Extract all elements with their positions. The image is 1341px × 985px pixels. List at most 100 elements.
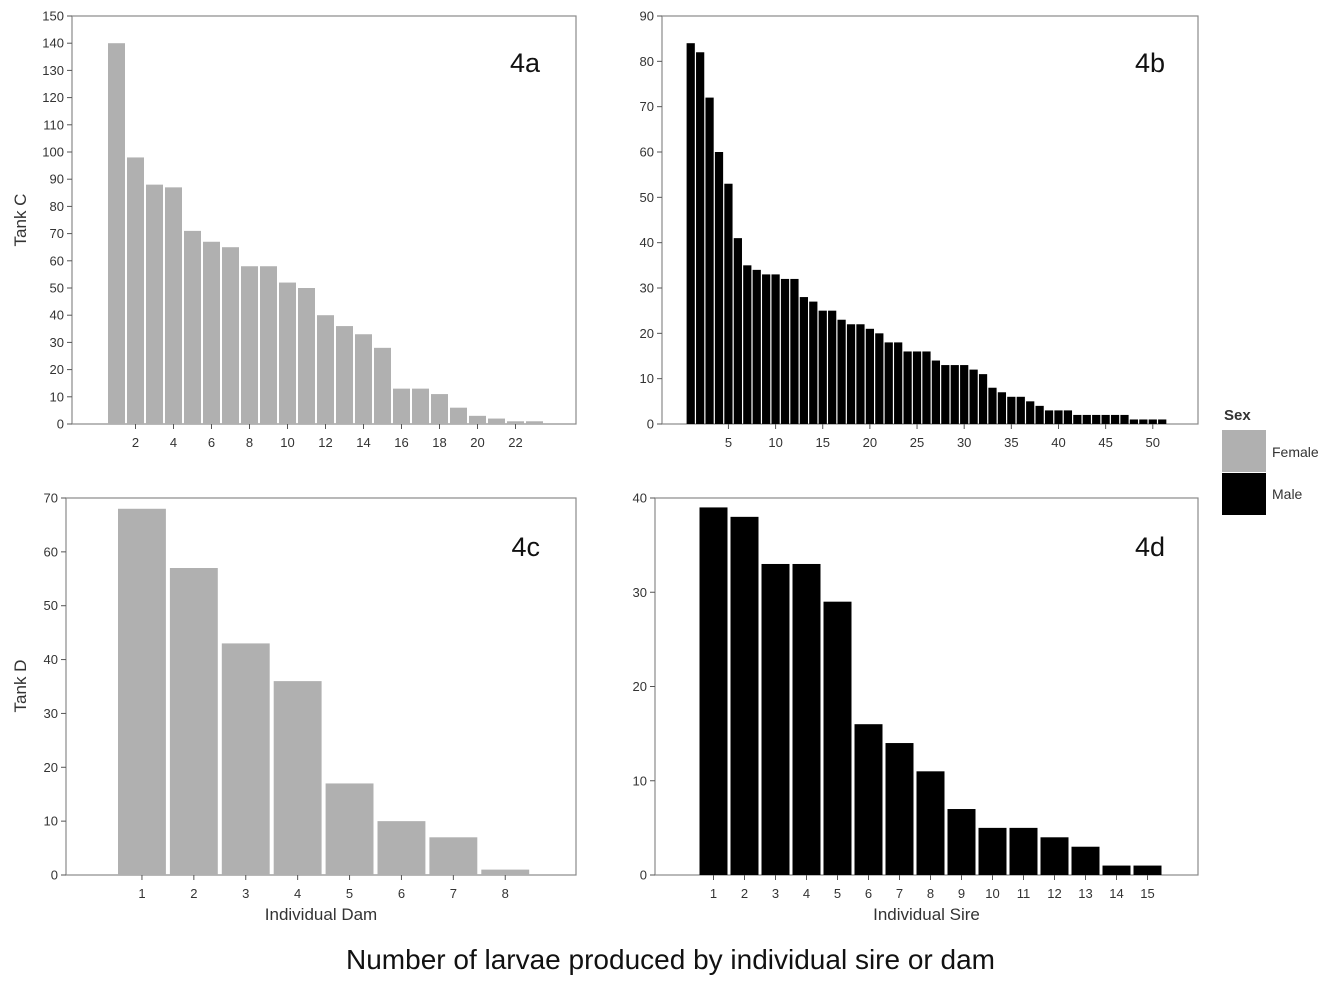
x-axis-title: Individual Dam [265,905,377,924]
bar [1129,419,1139,424]
y-tick-label: 20 [50,362,64,377]
bar [469,415,486,424]
y-tick-label: 10 [633,773,647,788]
bar [856,324,865,424]
bar [450,407,467,424]
bar [724,183,733,424]
x-tick-label: 10 [768,435,782,450]
bar [733,238,742,424]
bar [1044,410,1054,424]
bar [127,157,144,424]
panel-4b: 0 10 20 30 40 50 60 70 80 90 5 10 15 20 25 30 35 40 45 50 4b [640,9,1199,450]
bar [377,821,426,875]
bar [1133,865,1162,875]
y-tick-label: 50 [50,281,64,296]
bar [790,278,799,424]
y-tick-label: 70 [640,99,654,114]
x-tick-label: 18 [432,435,446,450]
y-tick-label: 60 [640,145,654,160]
panel-label: 4a [510,48,541,78]
x-tick-label: 16 [394,435,408,450]
bar [222,247,239,424]
bar [780,278,790,424]
y-tick-label: 10 [44,814,58,829]
bar [916,771,945,875]
bar [374,347,391,424]
x-tick-label: 22 [508,435,522,450]
x-tick-label: 8 [246,435,253,450]
bar [1007,396,1016,424]
bar [1139,419,1148,424]
bar [325,783,374,875]
x-tick-label: 14 [1109,886,1123,901]
bar [714,152,724,424]
bar [686,43,695,424]
bar [1035,405,1044,424]
bar [221,643,270,875]
y-tick-label: 20 [44,760,58,775]
y-tick-label: 30 [44,706,58,721]
y-tick-label: 20 [640,326,654,341]
bar [1073,414,1082,424]
y-tick-label: 80 [640,54,654,69]
bar [279,282,296,424]
bar [431,394,448,424]
bar [696,52,705,425]
bar [108,43,125,424]
bar [1158,419,1167,424]
x-tick-label: 2 [132,435,139,450]
x-tick-label: 15 [1140,886,1154,901]
x-tick-label: 4 [170,435,177,450]
bar [169,568,218,875]
y-tick-label: 10 [50,389,64,404]
bar [950,365,959,424]
bar [203,241,220,424]
y-tick-label: 110 [43,117,64,132]
bar [118,508,166,875]
x-tick-label: 3 [242,886,249,901]
x-tick-label: 6 [208,435,215,450]
bar [988,387,997,424]
y-tick-label: 70 [44,491,58,506]
x-tick-label: 12 [1047,886,1061,901]
bar [260,266,277,424]
x-tick-label: 5 [346,886,353,901]
bar [241,266,258,424]
bar [481,869,530,875]
bar [799,297,808,424]
bar [1071,846,1100,875]
bar [762,274,771,424]
y-tick-label: 50 [640,190,654,205]
legend-title: Sex [1224,407,1251,424]
bar [1009,827,1038,875]
bar [412,388,429,424]
x-tick-label: 7 [450,886,457,901]
y-tick-label: 20 [633,679,647,694]
bar [1120,414,1129,424]
bar [1026,401,1035,424]
bar [393,388,410,424]
bar [429,837,478,875]
y-tick-label: 40 [44,652,58,667]
x-tick-label: 5 [725,435,732,450]
bar [355,334,372,424]
x-tick-label: 8 [502,886,509,901]
legend-swatch-male [1222,473,1266,515]
x-tick-label: 4 [294,886,301,901]
x-tick-label: 1 [138,886,145,901]
x-tick-label: 6 [398,886,405,901]
y-tick-label: 10 [640,371,654,386]
x-tick-label: 35 [1004,435,1018,450]
bar [969,369,978,424]
bar [146,184,163,424]
x-tick-label: 4 [803,886,810,901]
x-tick-label: 11 [1017,886,1031,901]
bar [1110,414,1120,424]
x-axis-title: Individual Sire [873,905,980,924]
x-tick-label: 40 [1051,435,1065,450]
bar [875,333,884,424]
bar [1102,865,1131,875]
x-tick-label: 8 [927,886,934,901]
bar [894,342,903,424]
